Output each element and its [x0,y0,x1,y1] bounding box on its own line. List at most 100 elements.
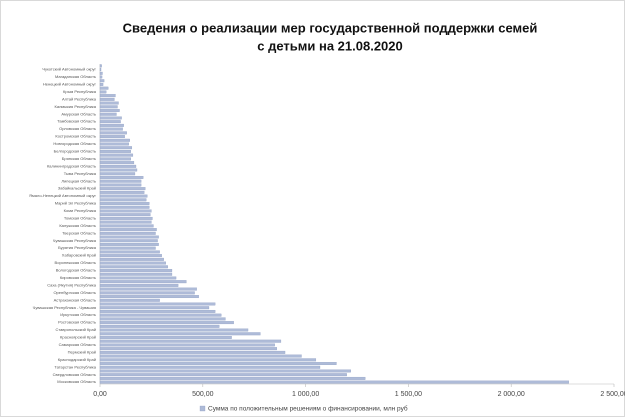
legend-label: Сумма по положительным решениям о финанс… [208,405,408,413]
y-tick-label: Коми Республика [64,208,97,213]
bar [99,205,150,209]
x-tick-label: 0,00 [93,391,107,398]
bar [99,350,286,354]
y-tick-label: Воронежская Область [55,260,96,265]
bar [99,172,136,176]
bar [99,328,249,332]
y-tick-label: Чувашская Республика - Чувашия [33,305,96,310]
bar [99,164,137,168]
bar [99,295,199,299]
bar [99,149,131,153]
bar [99,161,135,165]
bar [99,343,275,347]
y-tick-label: Орловская Область [59,126,96,131]
y-tick-label: Амурская Область [61,111,96,116]
bar [99,116,122,120]
bar [99,202,150,205]
bar [99,239,158,243]
bar [99,97,115,101]
bar [99,243,159,246]
bar [99,127,123,131]
y-tick-label: Калужская Область [59,223,96,228]
bar [99,105,118,109]
bar [99,302,216,306]
bar [99,68,102,72]
bar [99,291,195,295]
bar [99,376,366,380]
y-tick-label: Новгородская Область [53,141,96,146]
bar [99,339,282,343]
bar [99,231,156,235]
bar [99,112,117,116]
bar [99,250,160,254]
y-tick-label: Ненецкий Автономный округ [43,82,97,87]
bar [99,153,134,157]
y-tick-label: Чувашская Республика [53,238,97,243]
bar [99,120,121,124]
bar [99,109,120,112]
bar [99,324,220,328]
bar [99,220,152,224]
bar [99,146,133,150]
y-tick-label: Тамбовская Область [57,119,96,124]
bar [99,213,151,217]
y-tick-label: Чукотский Автономный округ [42,67,96,72]
y-tick-label: Магаданская Область [55,74,96,79]
chart-title: Сведения о реализации мер государственно… [123,20,538,35]
bar [99,246,156,250]
bar [99,347,277,351]
y-tick-label: Саха (Якутия) Республика [47,282,97,287]
bar [99,362,337,365]
bar [99,380,569,384]
bar [99,269,173,272]
bar [99,287,197,291]
bar [99,86,109,90]
y-tick-label: Марий Эл Республика [55,201,97,206]
bar [99,190,145,194]
bar [99,168,138,172]
bar [99,313,222,317]
bar [99,101,119,105]
y-tick-label: Самарская Область [59,342,96,347]
bar [99,254,162,258]
bar [99,280,187,284]
bar [99,79,105,83]
x-tick-label: 500,00 [192,391,214,398]
bar [99,198,147,202]
bar [99,224,154,228]
bar [99,365,321,369]
bar [99,321,234,325]
bar [99,131,127,135]
y-tick-label: Красноярский Край [60,335,96,340]
bar [99,373,347,377]
y-tick-label: Ставропольский Край [55,327,96,332]
bar [99,306,210,310]
y-tick-label: Ямало-Ненецкий Автономный округ [29,193,96,198]
x-tick-label: 2 000,00 [498,391,525,398]
bar [99,272,173,276]
bar [99,276,177,280]
y-tick-label: Татарстан Республика [54,364,96,369]
bar [99,90,107,94]
bar [99,179,142,183]
y-tick-label: Калмыкия Республика [55,104,97,109]
bar [99,369,351,373]
y-tick-label: Оренбургская Область [53,290,96,295]
bar [99,283,179,287]
y-tick-label: Вологодская Область [56,268,96,273]
bar [99,135,125,139]
legend-swatch [199,405,206,412]
bar [99,138,130,142]
bar [99,64,102,68]
bar [99,235,159,239]
bar [99,354,302,358]
y-tick-label: Кировская Область [60,275,96,280]
y-tick-label: Краснодарский Край [58,357,96,362]
y-tick-label: Тверская Область [62,230,96,235]
bar [99,336,232,339]
bar [99,123,124,127]
y-tick-label: Липецкая Область [61,178,96,183]
bar [99,228,157,232]
x-tick-label: 2 500,00 [600,391,625,398]
